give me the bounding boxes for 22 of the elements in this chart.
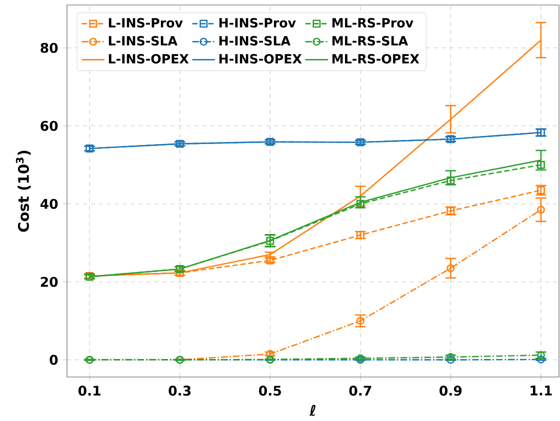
y-tick-label: 80 [40, 42, 58, 53]
x-axis-title: ℓ [309, 404, 316, 416]
y-tick-label: 40 [40, 198, 58, 209]
y-tick-label: 20 [40, 276, 58, 287]
legend-label: L-INS-SLA [108, 36, 178, 46]
x-tick-label: 0.5 [259, 386, 281, 396]
x-tick-label: 0.3 [168, 386, 191, 396]
legend-label: ML-RS-Prov [332, 18, 414, 28]
x-tick-label: 1.1 [530, 386, 552, 396]
legend-label: ML-RS-OPEX [332, 54, 420, 64]
legend-label: H-INS-SLA [219, 36, 290, 46]
x-tick-label: 0.7 [349, 386, 372, 396]
y-tick-label: 0 [50, 354, 58, 365]
y-axis-title: Cost (10$^{3}$) [16, 150, 31, 232]
legend-label: L-INS-Prov [108, 18, 183, 28]
legend-label: H-INS-Prov [219, 18, 296, 28]
x-tick-label: 0.9 [440, 386, 462, 396]
x-tick-label: 0.1 [78, 386, 100, 396]
legend-label: L-INS-OPEX [108, 54, 189, 64]
legend-label: H-INS-OPEX [219, 54, 302, 64]
legend-label: ML-RS-SLA [332, 36, 408, 46]
y-tick-label: 60 [40, 120, 58, 131]
